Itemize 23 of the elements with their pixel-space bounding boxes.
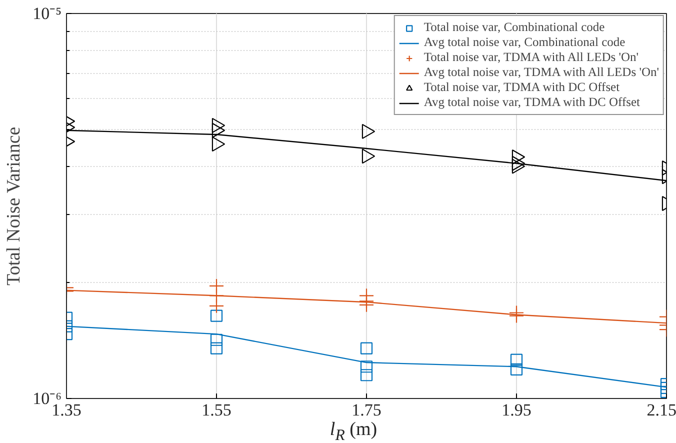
point: [360, 360, 373, 373]
legend-label: Total noise var, TDMA with All LEDs 'On': [424, 50, 639, 65]
point: [360, 342, 373, 354]
point: [360, 369, 373, 382]
point: [358, 297, 374, 312]
legend-label: Avg total noise var, TDMA with DC Offset: [424, 95, 640, 110]
point: [508, 308, 524, 324]
x-axis-title: l$_{R}$ (m): [330, 419, 378, 443]
y-tick-label: 10⁻⁵: [32, 4, 62, 23]
x-tick-label: 1.55: [202, 400, 232, 420]
point: [212, 118, 226, 133]
legend-label: Avg total noise var, TDMA with All LEDs 'On': [424, 65, 659, 80]
point: [212, 136, 226, 152]
point: [510, 363, 523, 376]
point: [510, 354, 523, 366]
legend-label: Avg total noise var, Combinational code: [424, 35, 626, 50]
legend-label: Total noise var, Combinational code: [424, 20, 605, 35]
x-tick-label: 2.15: [646, 400, 676, 420]
point: [212, 122, 226, 138]
x-tick-label: 1.75: [352, 400, 382, 420]
legend-label: Total noise var, TDMA with DC Offset: [424, 80, 620, 95]
x-tick-label: 1.95: [502, 400, 532, 420]
y-axis-title: Total Noise Variance: [4, 126, 25, 286]
